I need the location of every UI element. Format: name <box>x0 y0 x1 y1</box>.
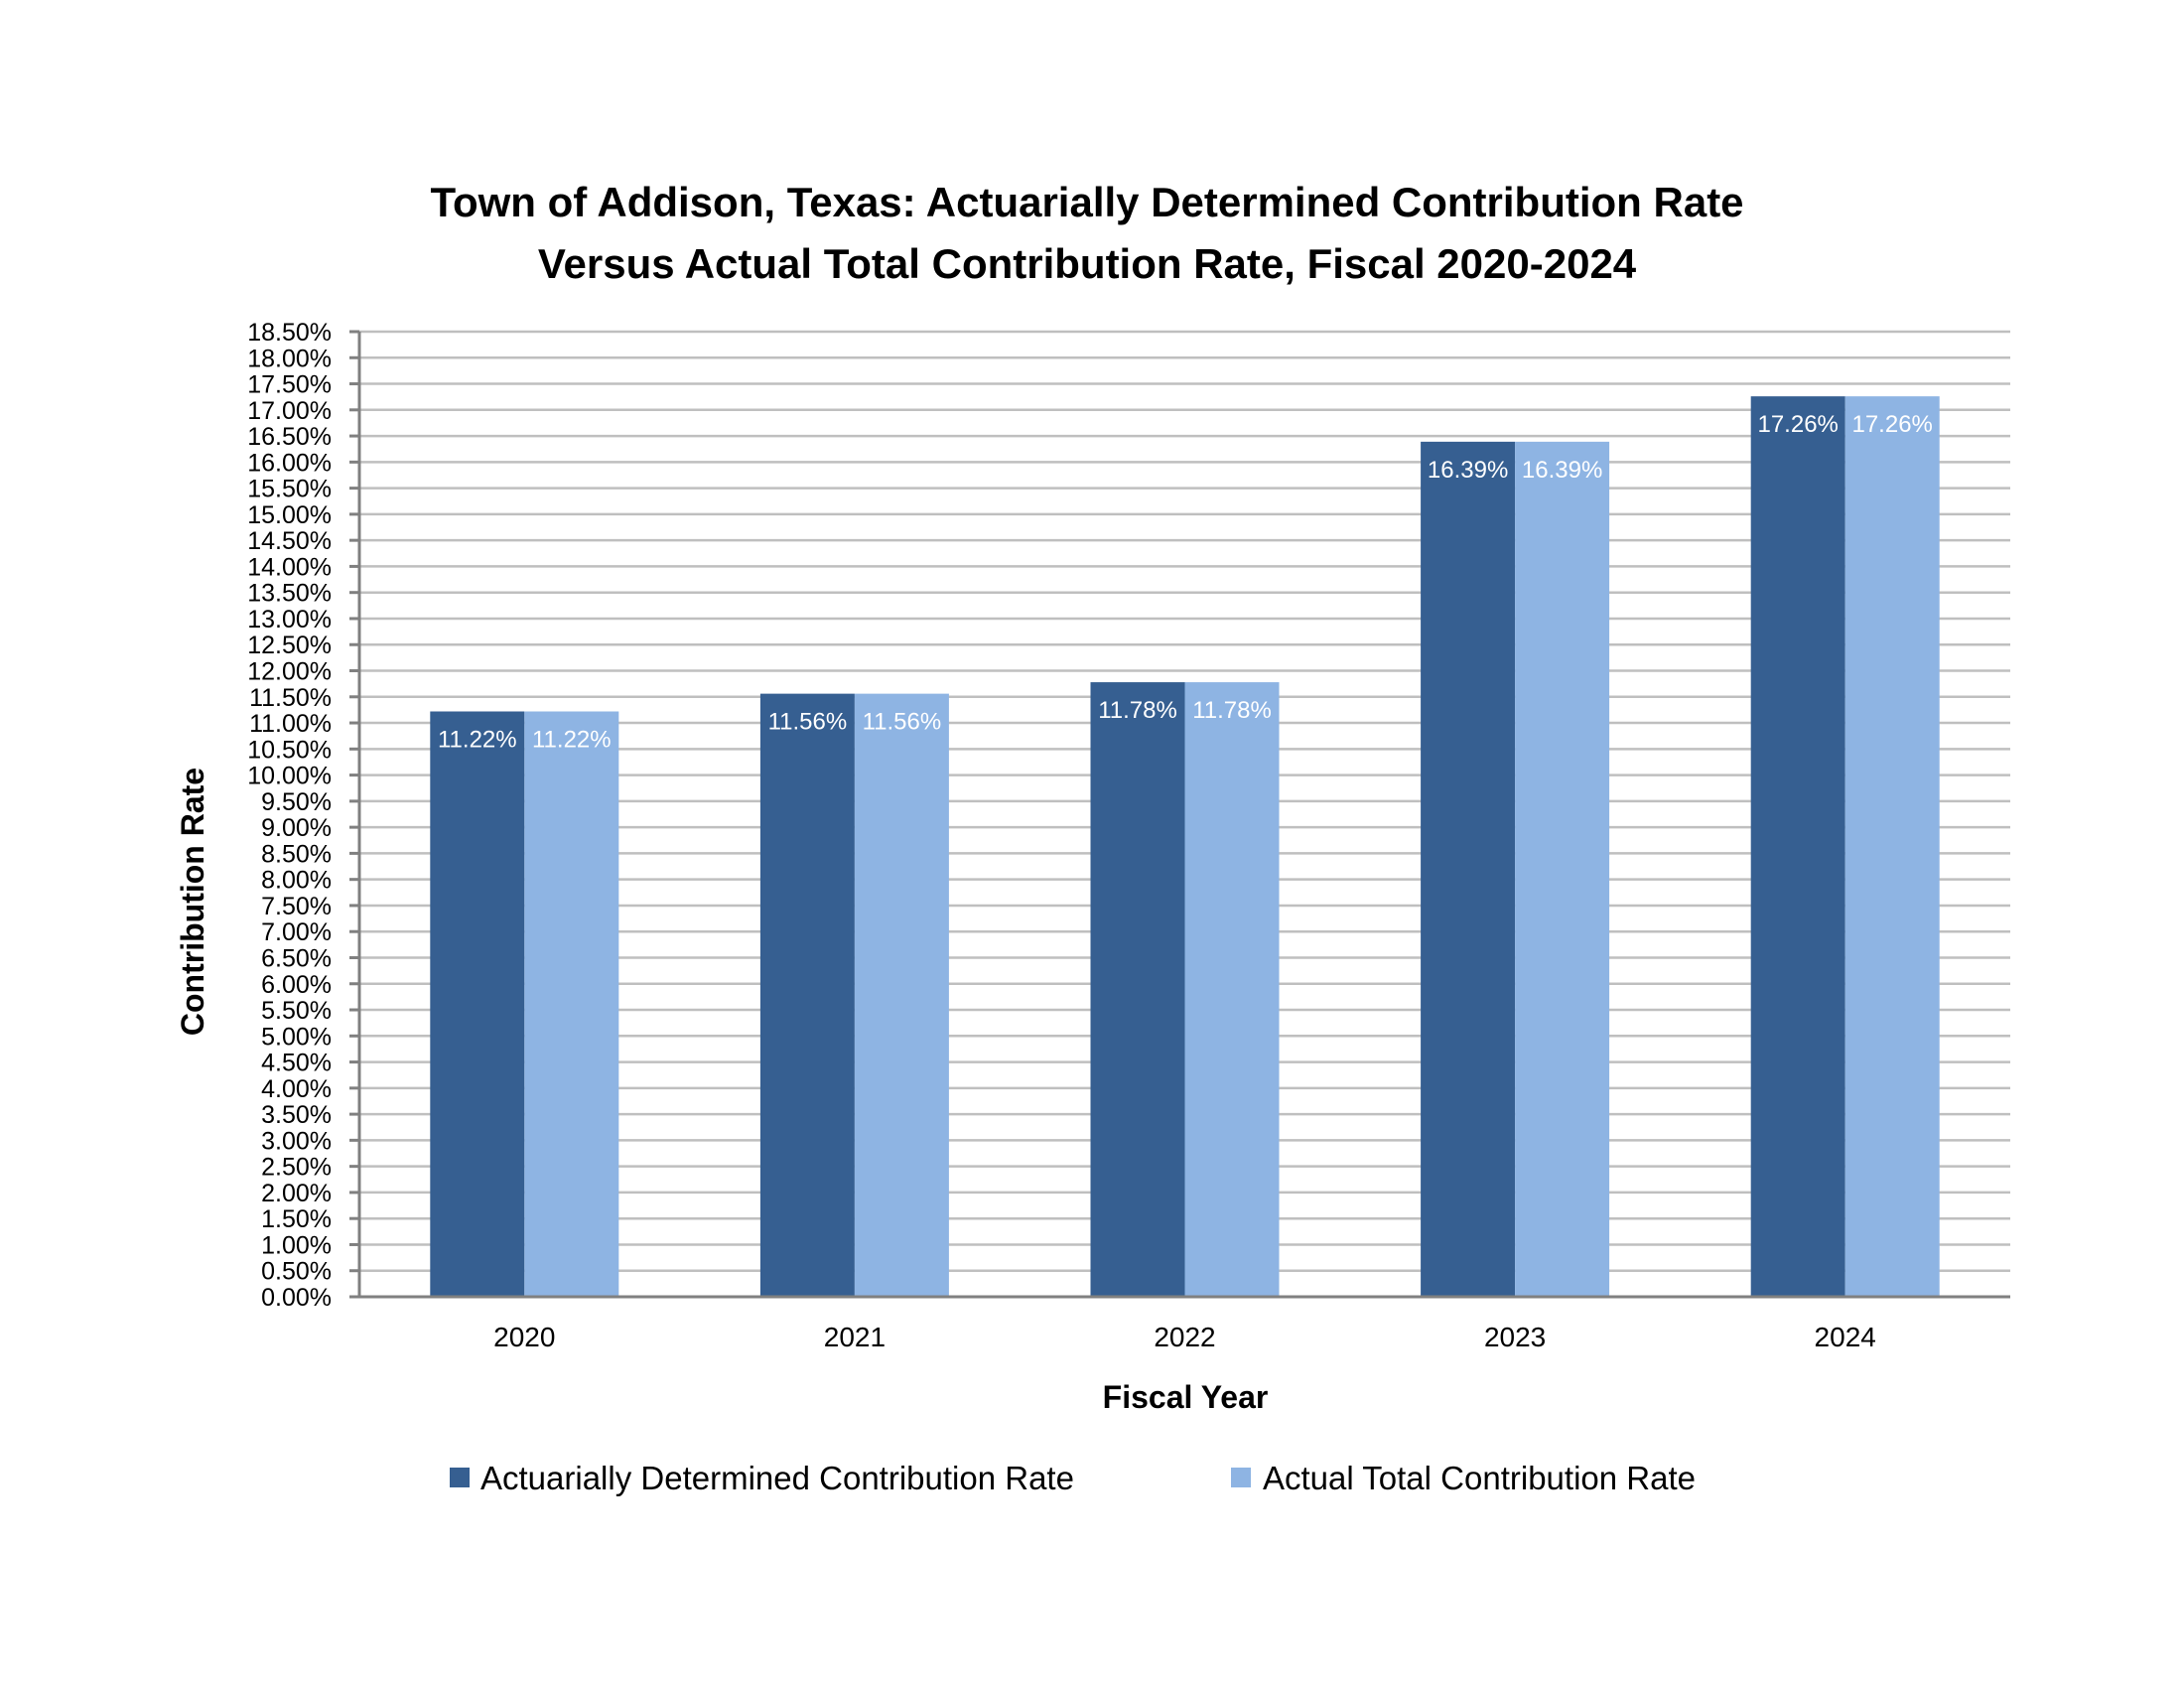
data-label: 11.78% <box>1192 697 1272 724</box>
y-axis-title: Contribution Rate <box>175 768 210 1036</box>
x-axis-title: Fiscal Year <box>1103 1379 1269 1415</box>
bar-actuarially-determined-2023 <box>1421 441 1516 1297</box>
y-tick-label: 1.00% <box>261 1231 332 1259</box>
legend-label-actual-total: Actual Total Contribution Rate <box>1263 1460 1696 1496</box>
data-label: 16.39% <box>1428 457 1508 484</box>
data-label: 11.78% <box>1098 697 1177 724</box>
y-tick-label: 8.00% <box>261 867 332 895</box>
y-tick-label: 16.00% <box>247 449 332 477</box>
y-tick-label: 5.50% <box>261 997 332 1025</box>
y-tick-label: 16.50% <box>247 423 332 451</box>
chart-title-line-1: Town of Addison, Texas: Actuarially Dete… <box>430 179 1743 225</box>
y-tick-label: 9.00% <box>261 814 332 842</box>
y-tick-label: 4.50% <box>261 1050 332 1077</box>
y-tick-label: 12.50% <box>247 632 332 659</box>
y-tick-label: 18.00% <box>247 345 332 372</box>
bar-actuarially-determined-2021 <box>759 693 855 1297</box>
y-tick-label: 10.50% <box>247 736 332 764</box>
legend: Actuarially Determined Contribution Rate… <box>450 1460 1696 1496</box>
y-tick-label: 4.00% <box>261 1075 332 1103</box>
y-tick-label: 5.00% <box>261 1023 332 1051</box>
data-label: 16.39% <box>1522 457 1602 484</box>
y-tick-label: 2.50% <box>261 1154 332 1182</box>
legend-label-actuarially-determined: Actuarially Determined Contribution Rate <box>480 1460 1074 1496</box>
data-label: 17.26% <box>1851 411 1932 438</box>
y-tick-label: 8.50% <box>261 840 332 868</box>
data-label: 11.22% <box>438 726 517 753</box>
y-tick-label: 3.00% <box>261 1127 332 1155</box>
data-labels: 11.22% 11.22% 11.56% 11.56% 11.78% 11.78% 16.3… <box>438 411 1933 753</box>
data-label: 11.22% <box>532 726 612 753</box>
y-tick-label: 7.50% <box>261 893 332 920</box>
axes <box>349 330 2010 1299</box>
bar-actual-total-2024 <box>1844 396 1940 1297</box>
y-tick-label: 15.50% <box>247 476 332 503</box>
bar-actual-total-2020 <box>524 711 619 1297</box>
chart-title-line-2: Versus Actual Total Contribution Rate, F… <box>538 240 1637 287</box>
y-tick-label: 6.50% <box>261 944 332 972</box>
y-tick-label: 14.00% <box>247 553 332 581</box>
bars <box>430 396 1940 1297</box>
y-tick-label: 10.00% <box>247 763 332 790</box>
data-label: 11.56% <box>863 709 942 736</box>
bar-actuarially-determined-2022 <box>1090 682 1185 1297</box>
data-label: 11.56% <box>768 709 848 736</box>
bar-actuarially-determined-2024 <box>1750 396 1845 1297</box>
y-tick-label: 12.00% <box>247 658 332 686</box>
y-tick-label: 7.00% <box>261 918 332 946</box>
y-tick-label: 6.00% <box>261 971 332 999</box>
y-tick-label: 18.50% <box>247 319 332 347</box>
y-tick-label: 14.50% <box>247 527 332 555</box>
bar-actual-total-2023 <box>1515 441 1610 1297</box>
bar-actual-total-2022 <box>1184 682 1280 1297</box>
x-axis-tick-labels: 2020 2021 2022 2023 2024 <box>493 1322 1876 1352</box>
x-tick-label: 2021 <box>824 1322 886 1352</box>
legend-swatch-actual-total <box>1231 1468 1251 1487</box>
bar-actuarially-determined-2020 <box>430 711 525 1297</box>
y-tick-label: 3.50% <box>261 1101 332 1129</box>
y-tick-label: 13.00% <box>247 606 332 633</box>
y-tick-label: 2.00% <box>261 1180 332 1207</box>
y-tick-label: 0.00% <box>261 1284 332 1312</box>
y-tick-label: 0.50% <box>261 1258 332 1286</box>
y-tick-label: 15.00% <box>247 501 332 529</box>
y-tick-label: 17.50% <box>247 371 332 399</box>
data-label: 17.26% <box>1757 411 1838 438</box>
bar-actual-total-2021 <box>854 693 949 1297</box>
y-tick-label: 9.50% <box>261 788 332 816</box>
y-axis-tick-labels: 0.00%0.50%1.00%1.50%2.00%2.50%3.00%3.50%… <box>247 319 332 1312</box>
x-tick-label: 2023 <box>1484 1322 1546 1352</box>
y-tick-label: 17.00% <box>247 397 332 425</box>
x-tick-label: 2024 <box>1815 1322 1876 1352</box>
x-tick-label: 2022 <box>1154 1322 1215 1352</box>
y-tick-label: 13.50% <box>247 580 332 608</box>
y-tick-label: 11.00% <box>249 710 332 738</box>
legend-swatch-actuarially-determined <box>450 1468 470 1487</box>
y-tick-label: 11.50% <box>249 684 332 712</box>
y-tick-label: 1.50% <box>261 1205 332 1233</box>
x-tick-label: 2020 <box>493 1322 555 1352</box>
